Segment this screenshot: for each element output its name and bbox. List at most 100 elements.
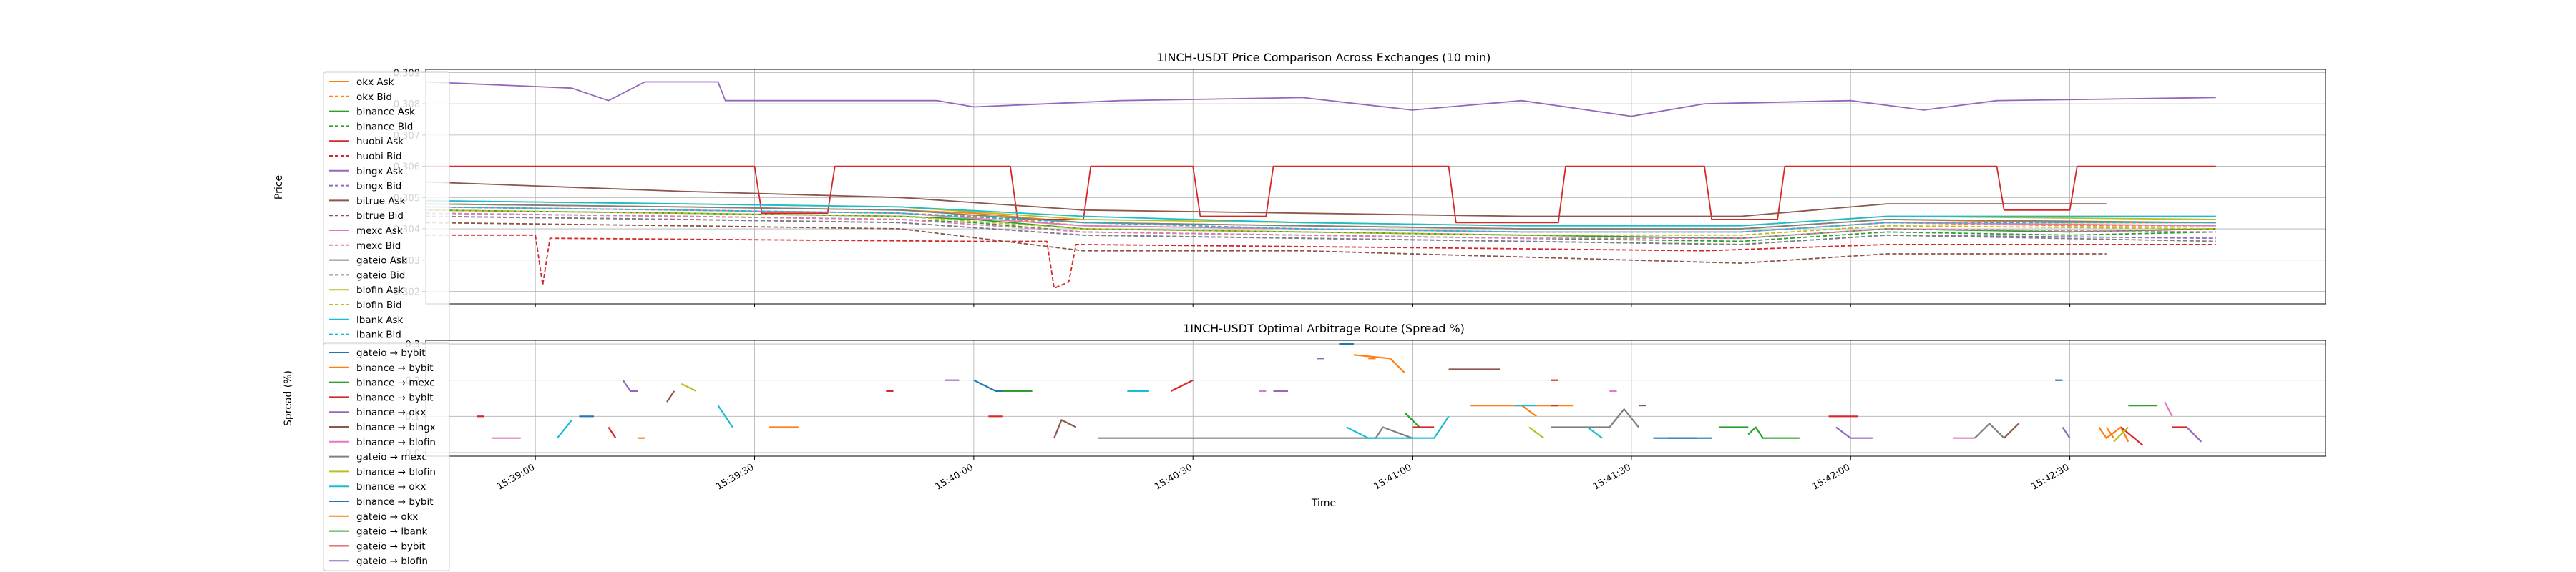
series-line — [426, 215, 2216, 245]
series-gateio-to-blofin — [945, 379, 2071, 439]
series-binance-to-okx — [622, 358, 2202, 443]
legend-label: binance → bybit — [356, 363, 434, 374]
price-x-axis — [535, 304, 2071, 307]
series-gateio-ask — [426, 203, 2216, 230]
plot-area — [426, 81, 2216, 289]
spread-gridlines — [426, 340, 2326, 456]
series-binance-to-blofin — [680, 383, 2129, 443]
series-line — [1171, 379, 1194, 392]
series-line — [1835, 426, 1873, 439]
legend-label: binance → okx — [356, 481, 426, 493]
series-line — [426, 203, 2216, 230]
series-line — [1404, 412, 1420, 428]
series-bitrue-bid — [426, 222, 2107, 264]
series-binance-to-mexc — [1002, 390, 2158, 439]
series-line — [2164, 401, 2173, 417]
legend-label: binance Ask — [356, 107, 415, 118]
series-binance-to-bybit — [579, 343, 1712, 439]
series-huobi-ask — [426, 165, 2216, 224]
series-line — [1098, 426, 1413, 439]
series-line — [556, 419, 573, 439]
legend-label: binance → blofin — [356, 437, 436, 448]
legend-label: lbank Ask — [356, 315, 404, 326]
series-gateio-bid — [426, 215, 2216, 245]
legend-label: binance → bingx — [356, 422, 436, 433]
series-line — [426, 206, 2216, 233]
legend-label: gateio Bid — [356, 270, 405, 281]
series-line — [608, 426, 617, 439]
legend-label: gateio → bybit — [356, 347, 426, 359]
series-line — [1586, 426, 1603, 439]
legend-label: bingx Bid — [356, 181, 401, 192]
series-line — [2003, 423, 2019, 439]
legend-label: mexc Bid — [356, 240, 401, 252]
legend-label: binance → bybit — [356, 496, 434, 508]
series-binance-to-bybit — [638, 354, 2129, 443]
legend-label: mexc Ask — [356, 225, 403, 237]
series-line — [426, 209, 2216, 236]
legend-label: binance Bid — [356, 121, 413, 132]
legend-label: binance → mexc — [356, 378, 435, 389]
series-line — [717, 405, 733, 428]
price-series-group — [426, 81, 2216, 289]
spread-chart-title: 1INCH-USDT Optimal Arbitrage Route (Spre… — [1183, 322, 1465, 335]
series-gateio-to-bybit — [477, 405, 2187, 439]
series-line — [1747, 426, 1800, 439]
series-line — [426, 165, 2216, 224]
series-line — [2098, 426, 2129, 443]
series-binance-to-blofin — [491, 390, 2173, 439]
spread-y-axis-label: Spread (%) — [283, 370, 294, 426]
series-line — [1353, 354, 1406, 374]
legend-label: bitrue Bid — [356, 210, 404, 222]
series-binance-to-okx — [556, 390, 1603, 439]
series-mexc-bid — [426, 212, 2216, 240]
legend-label: blofin Bid — [356, 300, 402, 311]
legend-label: gateio → bybit — [356, 541, 426, 552]
series-line — [426, 181, 2107, 217]
series-blofin-bid — [426, 209, 2216, 236]
price-y-axis-label: Price — [273, 175, 285, 199]
legend-box — [323, 342, 450, 571]
spread-legend: gateio → bybit binance → bybit binance → m… — [323, 342, 450, 571]
series-gateio-to-mexc — [1098, 408, 2005, 439]
series-line — [426, 199, 2216, 227]
series-line — [1346, 415, 1450, 439]
spread-series-group — [477, 343, 2202, 446]
series-gateio-to-lbank — [1018, 390, 2143, 428]
series-lbank-bid — [426, 206, 2216, 233]
series-lbank-ask — [426, 199, 2216, 227]
series-line — [2062, 426, 2071, 439]
series-line — [666, 390, 675, 403]
series-bingx-ask — [426, 81, 2216, 117]
legend-label: gateio Ask — [356, 255, 407, 267]
legend-label: okx Bid — [356, 92, 392, 103]
plot-area — [477, 343, 2202, 446]
legend-label: gateio → lbank — [356, 526, 427, 538]
series-bitrue-ask — [426, 181, 2107, 217]
price-legend: okx Ask okx Bid binance Ask binance Bid huob… — [323, 72, 450, 345]
series-line — [2186, 426, 2202, 443]
legend-label: binance → okx — [356, 407, 426, 418]
price-chart-title: 1INCH-USDT Price Comparison Across Excha… — [1157, 51, 1491, 64]
legend-label: bitrue Ask — [356, 195, 406, 207]
legend-label: gateio → okx — [356, 511, 418, 523]
price-gridlines — [426, 69, 2326, 304]
series-line — [1551, 408, 1639, 428]
legend-label: bingx Ask — [356, 166, 404, 177]
series-line — [426, 222, 2107, 264]
legend-label: blofin Ask — [356, 285, 404, 296]
spread-x-axis-label: Time — [1311, 498, 1336, 509]
legend-label: lbank Bid — [356, 330, 401, 341]
legend-label: huobi Bid — [356, 151, 402, 162]
price-comparison-panel: 1INCH-USDT Price Comparison Across Excha… — [273, 51, 2326, 345]
legend-label: binance → bybit — [356, 392, 434, 403]
legend-label: okx Ask — [356, 77, 394, 88]
series-line — [1974, 423, 2005, 439]
series-line — [1528, 426, 1545, 439]
series-line — [2113, 426, 2129, 443]
series-line — [680, 383, 697, 392]
series-line — [1053, 419, 1077, 439]
legend-label: binance → blofin — [356, 466, 436, 478]
series-line — [622, 380, 638, 392]
